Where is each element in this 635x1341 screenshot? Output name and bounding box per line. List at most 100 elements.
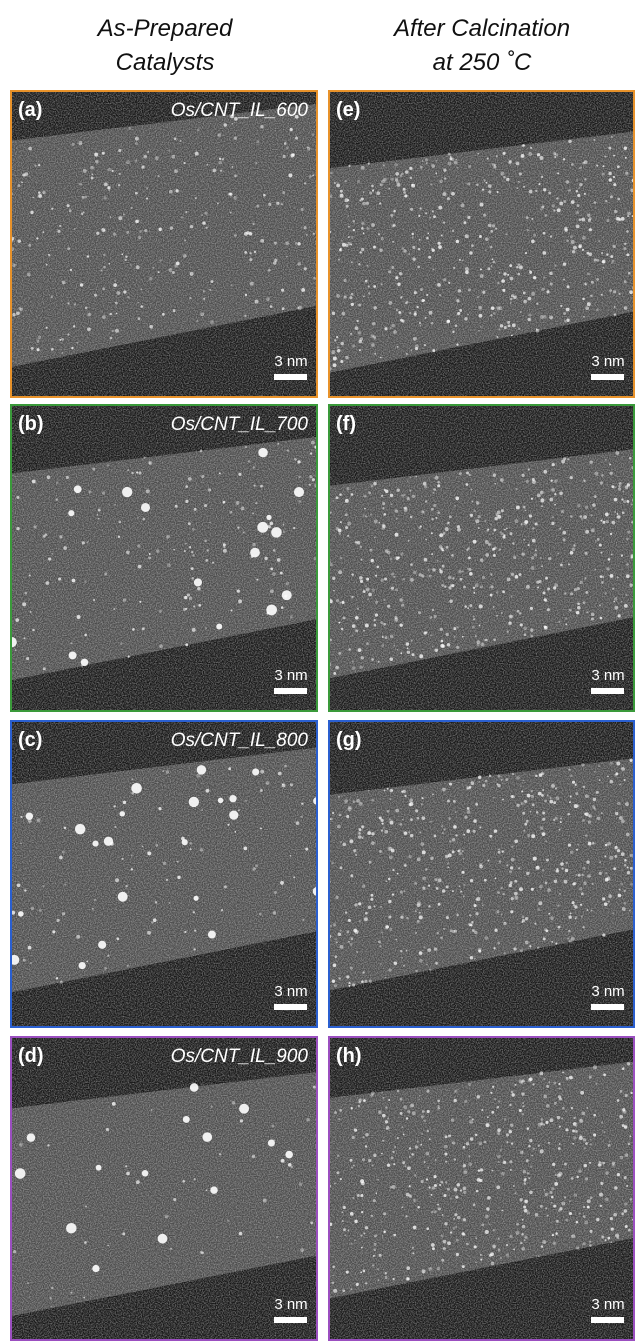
particle	[365, 1226, 368, 1229]
particle	[270, 522, 274, 526]
particle	[447, 863, 449, 865]
particle	[485, 1230, 489, 1234]
particle	[419, 654, 423, 658]
particle	[284, 142, 287, 145]
particle	[597, 538, 600, 541]
particle	[451, 158, 454, 161]
particle	[602, 934, 605, 937]
particle	[286, 146, 289, 149]
particle	[437, 1267, 441, 1271]
particle	[15, 1168, 26, 1179]
particle	[611, 262, 613, 264]
particle	[617, 614, 620, 617]
particle	[309, 175, 312, 178]
particle	[260, 770, 264, 774]
particle	[454, 1158, 456, 1160]
particle	[444, 1194, 447, 1197]
particle	[188, 477, 192, 481]
particle	[612, 912, 614, 914]
particle	[590, 1230, 593, 1233]
particle	[412, 257, 415, 260]
particle	[74, 228, 76, 230]
particle	[498, 328, 500, 330]
particle	[614, 498, 618, 502]
particle	[333, 923, 336, 926]
particle	[75, 824, 85, 834]
particle	[457, 312, 460, 315]
particle	[595, 1083, 597, 1085]
particle	[504, 326, 507, 329]
particle	[110, 842, 114, 846]
particle	[500, 887, 502, 889]
particle	[548, 1082, 550, 1084]
particle	[168, 150, 170, 152]
image-panel	[9, 720, 322, 1028]
particle	[436, 932, 438, 934]
particle	[382, 525, 385, 528]
particle	[266, 297, 270, 301]
particle	[127, 296, 129, 298]
particle	[412, 1252, 414, 1254]
particle	[420, 166, 423, 169]
particle	[410, 578, 414, 582]
particle	[523, 1170, 526, 1173]
particle	[598, 240, 600, 242]
particle	[460, 1189, 462, 1191]
particle	[365, 912, 368, 915]
particle	[352, 661, 354, 663]
particle	[515, 488, 517, 490]
particle	[626, 1185, 628, 1187]
particle	[143, 457, 145, 459]
particle	[104, 572, 107, 575]
particle	[388, 270, 391, 273]
particle	[29, 574, 31, 576]
particle	[569, 1076, 573, 1080]
particle	[514, 840, 518, 844]
particle	[544, 800, 547, 803]
particle	[384, 1272, 386, 1274]
particle	[605, 1239, 607, 1241]
scale-bar	[591, 688, 624, 694]
particle	[548, 1142, 550, 1144]
particle	[543, 1124, 545, 1126]
particle	[543, 1078, 545, 1080]
particle	[85, 1205, 87, 1207]
particle	[579, 166, 582, 169]
particle	[581, 874, 584, 877]
particle	[493, 1229, 495, 1231]
particle	[426, 1178, 428, 1180]
particle	[611, 136, 613, 138]
particle	[540, 498, 544, 502]
particle	[579, 183, 582, 186]
particle	[496, 1107, 498, 1109]
particle	[603, 1131, 605, 1133]
particle	[383, 623, 386, 626]
particle	[552, 516, 554, 518]
particle	[564, 228, 567, 231]
particle	[383, 599, 385, 601]
particle	[490, 230, 493, 233]
particle	[380, 357, 382, 359]
scale-bar-label: 3 nm	[274, 353, 307, 370]
particle	[345, 198, 349, 202]
particle	[519, 1109, 522, 1112]
particle	[69, 651, 77, 659]
particle	[437, 283, 441, 287]
particle	[544, 625, 547, 628]
particle	[68, 510, 74, 516]
particle	[452, 838, 455, 841]
particle	[519, 573, 522, 576]
particle	[514, 880, 517, 883]
particle	[385, 1276, 388, 1279]
particle	[530, 635, 533, 638]
particle	[175, 189, 178, 192]
particle	[202, 1132, 212, 1142]
particle	[440, 644, 444, 648]
particle	[602, 897, 605, 900]
particle	[349, 296, 352, 299]
particle	[590, 1196, 593, 1199]
particle	[510, 1169, 512, 1171]
particle	[482, 291, 485, 294]
particle	[485, 780, 488, 783]
particle	[618, 487, 621, 490]
